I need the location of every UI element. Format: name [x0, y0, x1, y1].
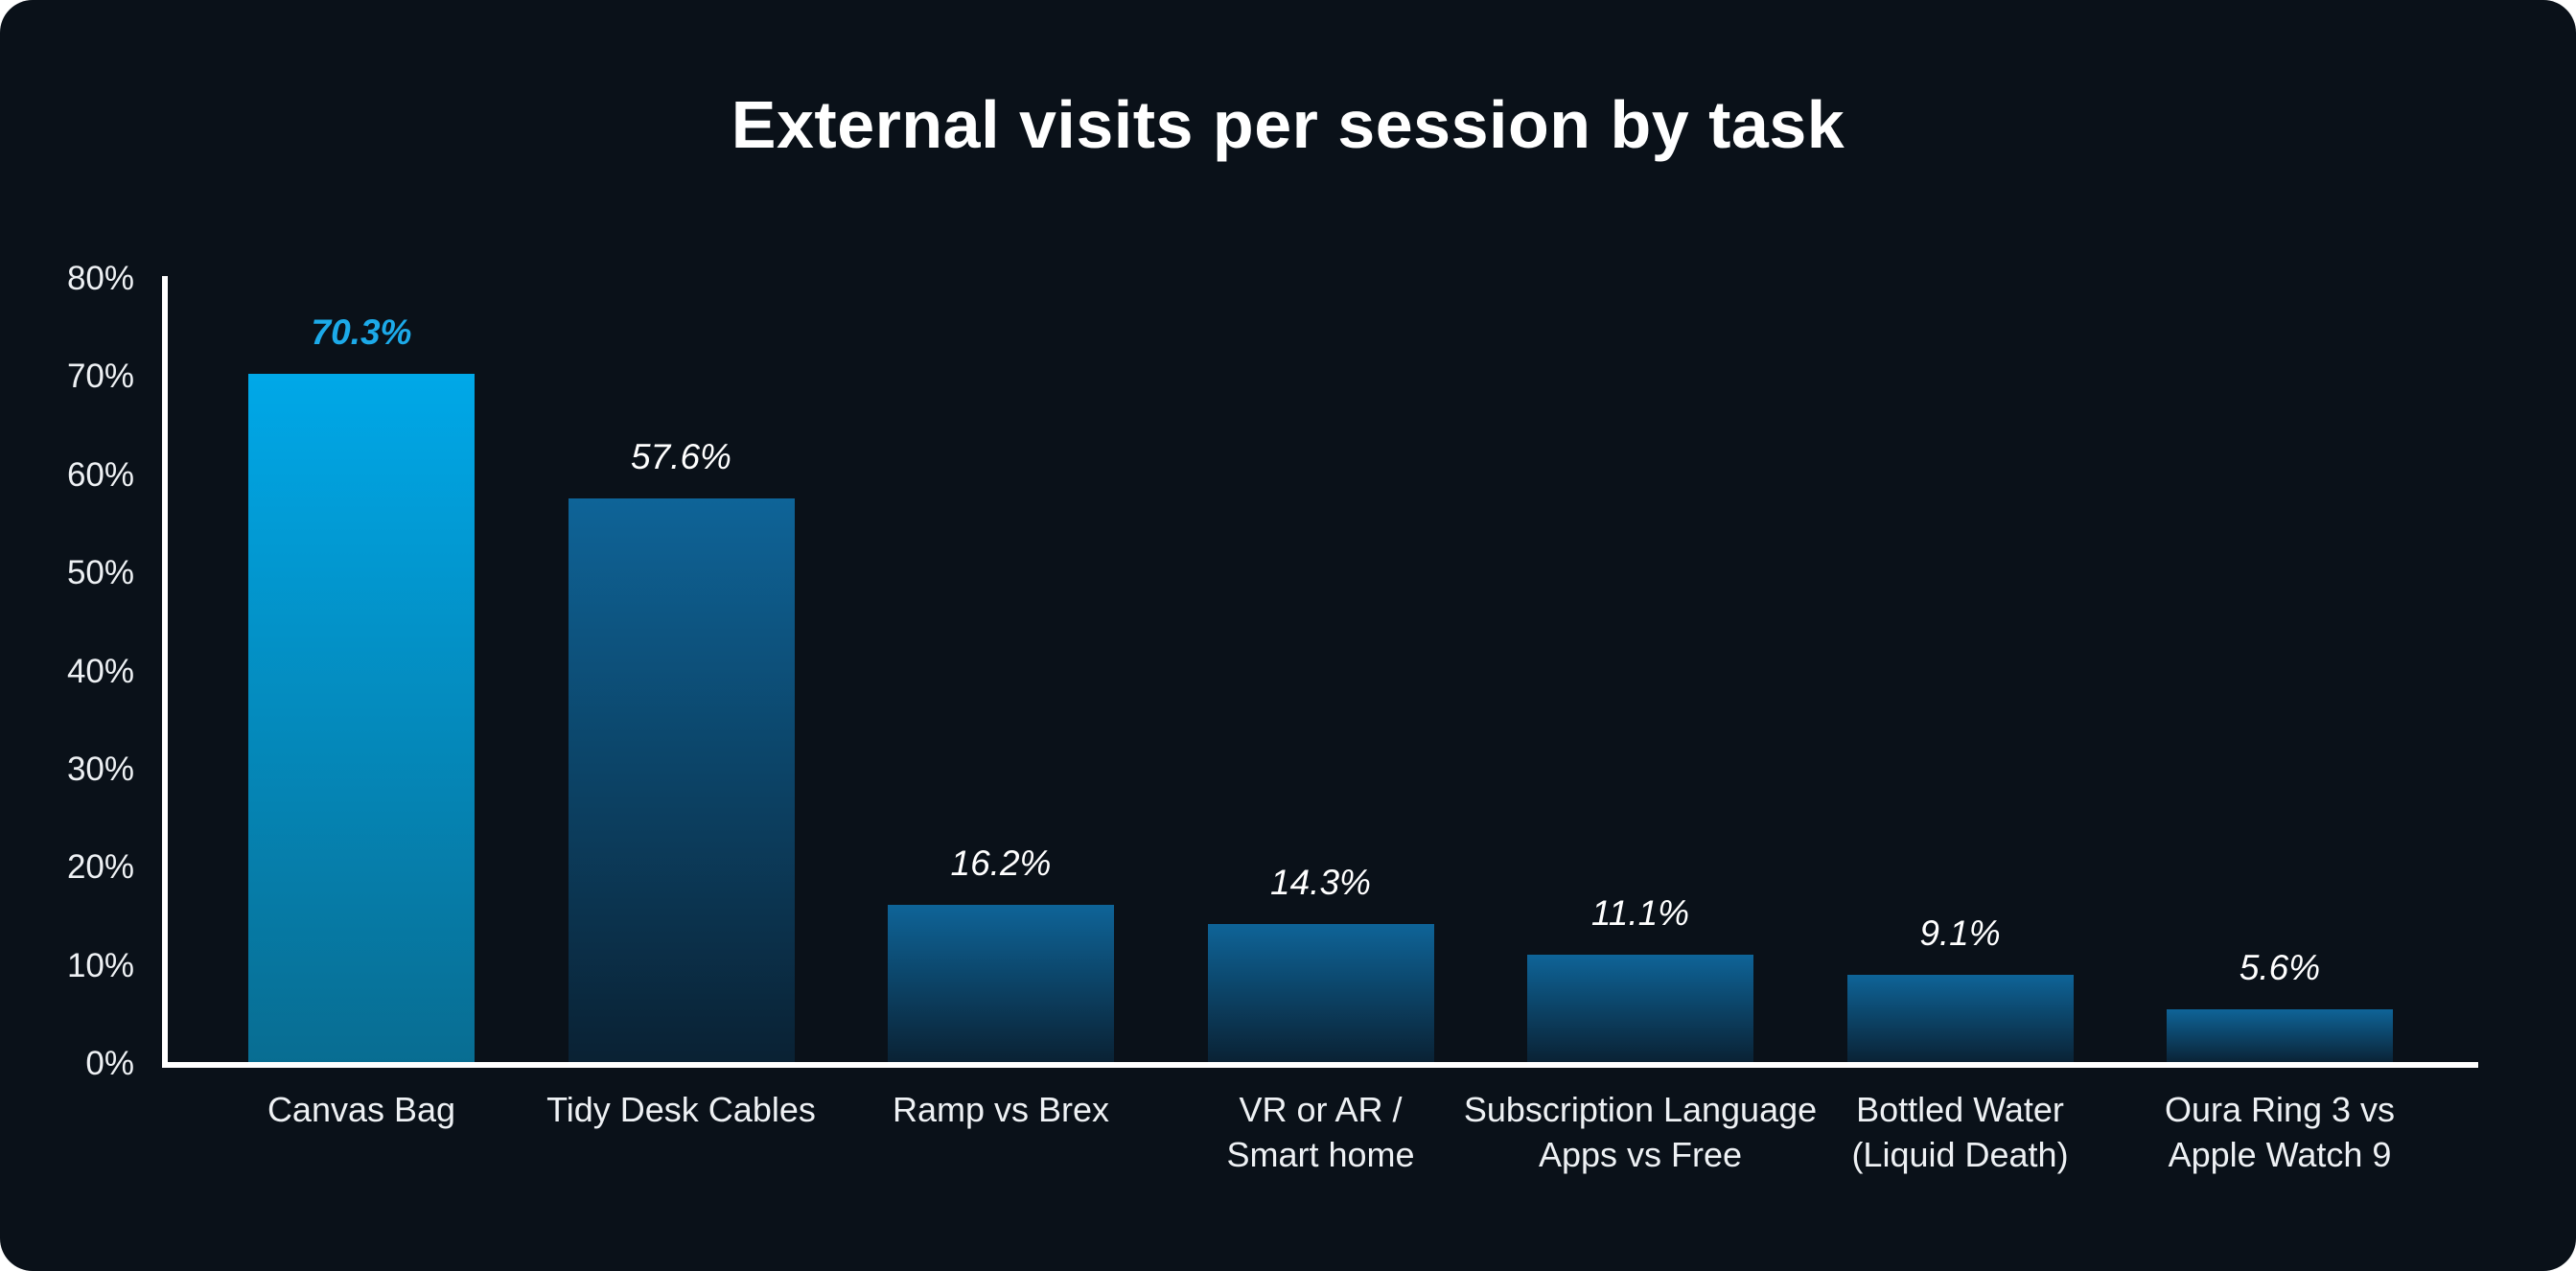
- bar: [568, 498, 795, 1064]
- bar-category-label: Tidy Desk Cables: [471, 1087, 893, 1132]
- y-tick-label: 20%: [66, 848, 134, 887]
- bar-category-line: Bottled Water: [1856, 1090, 2064, 1129]
- x-axis-line: [162, 1062, 2478, 1068]
- bar-category-label: Oura Ring 3 vs Apple Watch 9: [2069, 1087, 2491, 1177]
- bar-category-label: VR or AR / Smart home: [1110, 1087, 1532, 1177]
- y-axis-line: [162, 276, 168, 1068]
- y-tick-label: 70%: [66, 358, 134, 396]
- bar-category-line: Canvas Bag: [267, 1090, 456, 1129]
- y-tick-label: 50%: [66, 554, 134, 592]
- bar-category-label: Subscription Language Apps vs Free: [1429, 1087, 1851, 1177]
- bar-value-label: 5.6%: [2239, 947, 2321, 987]
- bar-value-label: 11.1%: [1590, 893, 1690, 934]
- y-tick-label: 0%: [85, 1045, 134, 1082]
- bar-category-label: Ramp vs Brex: [790, 1087, 1212, 1132]
- bar-category-line: Tidy Desk Cables: [546, 1090, 816, 1129]
- y-tick-label: 40%: [66, 652, 134, 690]
- bar-value-label: 14.3%: [1270, 862, 1371, 902]
- y-tick-label: 30%: [66, 750, 134, 788]
- bar-value-label: 16.2%: [950, 843, 1052, 884]
- bar-category-line: Apps vs Free: [1538, 1135, 1743, 1174]
- bar: [2167, 1008, 2393, 1064]
- bar-value-label: 57.6%: [631, 437, 731, 477]
- bar-category-line: Subscription Language: [1463, 1090, 1818, 1129]
- bar-value-label: 9.1%: [1919, 913, 2001, 953]
- bar-category-line: (Liquid Death): [1851, 1135, 2069, 1174]
- bar: [1207, 923, 1434, 1064]
- bar-category-line: VR or AR /: [1239, 1090, 1403, 1129]
- bar-category-line: Ramp vs Brex: [892, 1090, 1110, 1129]
- y-tick-label: 60%: [66, 455, 134, 494]
- bar-category-label: Canvas Bag: [151, 1087, 572, 1132]
- bar: [1846, 974, 2074, 1064]
- y-tick-label: 10%: [66, 946, 134, 984]
- bar: [248, 374, 475, 1064]
- chart-title: External visits per session by task: [731, 87, 1845, 162]
- bar: [1527, 955, 1753, 1064]
- y-tick-label: 80%: [66, 260, 134, 297]
- bar-category-label: Bottled Water (Liquid Death): [1750, 1087, 2171, 1177]
- bar-category-line: Oura Ring 3 vs: [2164, 1090, 2396, 1129]
- bar-category-line: Apple Watch 9: [2168, 1135, 2392, 1174]
- bar-category-line: Smart home: [1226, 1135, 1415, 1174]
- bar: [888, 905, 1114, 1064]
- bar-value-label: 70.3%: [311, 312, 412, 353]
